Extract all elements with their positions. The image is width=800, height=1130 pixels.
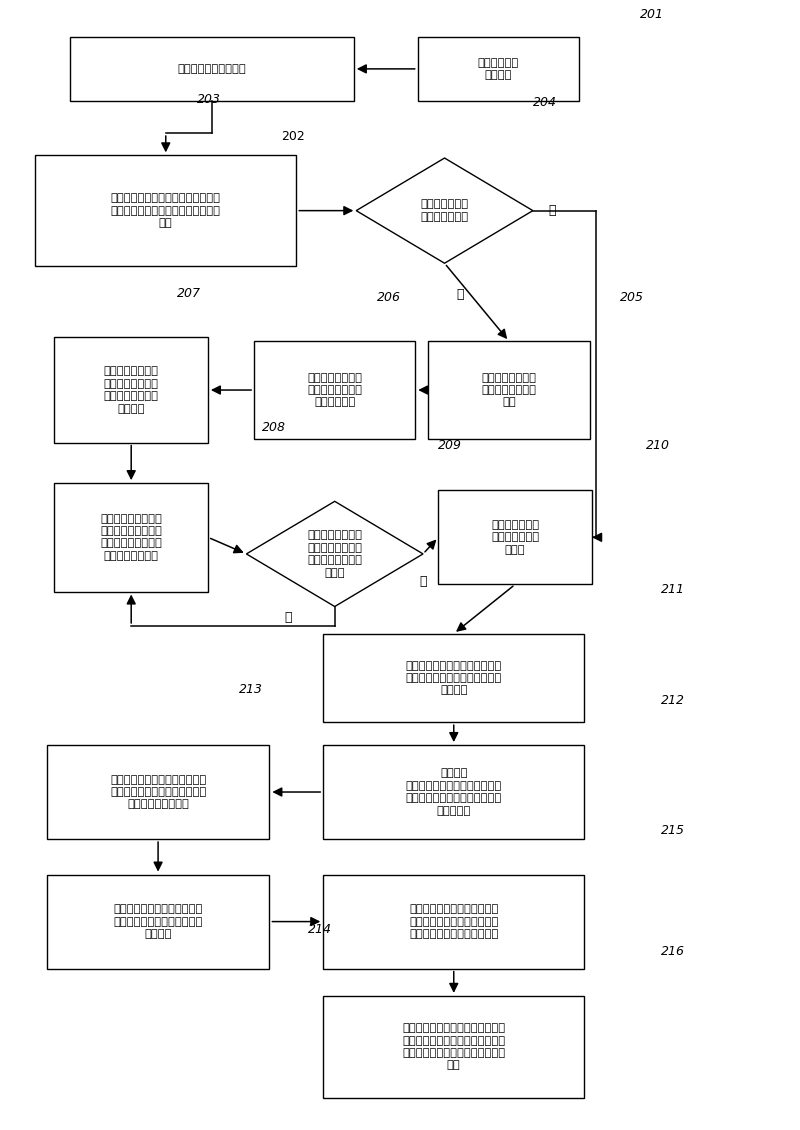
FancyBboxPatch shape bbox=[54, 483, 208, 592]
Text: 根据所述使用率获
取可用处理器核的
数量: 根据所述使用率获 取可用处理器核的 数量 bbox=[482, 373, 537, 408]
FancyBboxPatch shape bbox=[70, 37, 354, 101]
Text: 216: 216 bbox=[661, 945, 685, 958]
Text: 202: 202 bbox=[281, 130, 305, 142]
FancyBboxPatch shape bbox=[54, 338, 208, 443]
Text: 接收待处理的
串行程序: 接收待处理的 串行程序 bbox=[478, 58, 519, 80]
Text: 依次获取串行程序中
的可用循环体，并将
获取到的可用循环体
依次加入推测线程: 依次获取串行程序中 的可用循环体，并将 获取到的可用循环体 依次加入推测线程 bbox=[100, 514, 162, 560]
Polygon shape bbox=[356, 158, 533, 263]
Text: 204: 204 bbox=[533, 96, 557, 110]
Text: 211: 211 bbox=[661, 583, 685, 596]
Text: 205: 205 bbox=[621, 290, 645, 304]
FancyBboxPatch shape bbox=[323, 634, 584, 722]
FancyBboxPatch shape bbox=[418, 37, 579, 101]
Text: 是: 是 bbox=[456, 288, 463, 302]
Text: 207: 207 bbox=[178, 287, 202, 299]
Text: 将有具有数据依赖关系的推测
线程的推测线程分配至位于同
一个处理器模块中的处理器核: 将有具有数据依赖关系的推测 线程的推测线程分配至位于同 一个处理器模块中的处理器… bbox=[409, 904, 498, 939]
Polygon shape bbox=[246, 502, 423, 607]
Text: 根据延时信息将控制线程分配至
可用处理器核中延时时间最小的
处理器核: 根据延时信息将控制线程分配至 可用处理器核中延时时间最小的 处理器核 bbox=[406, 661, 502, 695]
Text: 根据互联
结构信息确定与控制线程所在的
处理器核位于同一个处理器模块
的处理器核: 根据互联 结构信息确定与控制线程所在的 处理器核位于同一个处理器模块 的处理器核 bbox=[406, 768, 502, 816]
Text: 在没有被分配的推测线程中，
获得推测线程相互间的数据依
赖关系．: 在没有被分配的推测线程中， 获得推测线程相互间的数据依 赖关系． bbox=[114, 904, 202, 939]
Text: 否: 否 bbox=[548, 205, 556, 217]
Text: 214: 214 bbox=[308, 923, 332, 937]
FancyBboxPatch shape bbox=[254, 341, 415, 438]
Text: 206: 206 bbox=[377, 290, 401, 304]
Text: 213: 213 bbox=[238, 683, 262, 696]
FancyBboxPatch shape bbox=[438, 490, 592, 584]
Text: 203: 203 bbox=[197, 94, 221, 106]
Text: 210: 210 bbox=[646, 440, 670, 452]
Text: 获取当前推测线程
的执行时间，判断
执行时间是否不小
于阈值: 获取当前推测线程 的执行时间，判断 执行时间是否不小 于阈值 bbox=[307, 530, 362, 577]
Text: 将其余没有被分配的推测线程优先
分配至延时时间与控制线程所在处
理器核的延时时间的差值小的处理
器核: 将其余没有被分配的推测线程优先 分配至延时时间与控制线程所在处 理器核的延时时间… bbox=[402, 1023, 506, 1070]
Text: 是: 是 bbox=[419, 575, 426, 588]
Text: 取可用处理器核的
数量和循环次数的
最小值作为推测线
程的数目: 取可用处理器核的 数量和循环次数的 最小值作为推测线 程的数目 bbox=[104, 366, 158, 414]
FancyBboxPatch shape bbox=[323, 745, 584, 840]
Text: 将推测线程优先分配至与控制线
程所在的处理器核位于同一个处
理器模块的处理器核: 将推测线程优先分配至与控制线 程所在的处理器核位于同一个处 理器模块的处理器核 bbox=[110, 775, 206, 809]
Text: 209: 209 bbox=[438, 440, 462, 452]
FancyBboxPatch shape bbox=[35, 155, 296, 266]
FancyBboxPatch shape bbox=[46, 875, 270, 968]
Text: 208: 208 bbox=[262, 421, 286, 434]
Text: 201: 201 bbox=[640, 8, 664, 21]
Text: 确定循环部分中的循环体，获取每一
个循环体在每两次循环之间的数据传
输量: 确定循环部分中的循环体，获取每一 个循环体在每两次循环之间的数据传 输量 bbox=[110, 193, 221, 228]
Text: 否: 否 bbox=[285, 610, 292, 624]
FancyBboxPatch shape bbox=[323, 996, 584, 1097]
Text: 获取串行程序中所
有可用循环体所包
含的循环次数: 获取串行程序中所 有可用循环体所包 含的循环次数 bbox=[307, 373, 362, 408]
Text: 215: 215 bbox=[661, 824, 685, 836]
Text: 将所有不可用循
环体加入到控制
线程中: 将所有不可用循 环体加入到控制 线程中 bbox=[491, 520, 539, 555]
Text: 获取多核处理器的信息: 获取多核处理器的信息 bbox=[178, 64, 246, 73]
FancyBboxPatch shape bbox=[429, 341, 590, 438]
FancyBboxPatch shape bbox=[323, 875, 584, 968]
Text: 212: 212 bbox=[661, 694, 685, 707]
Text: 判断数据传输量
是否小于预设值: 判断数据传输量 是否小于预设值 bbox=[421, 199, 469, 221]
FancyBboxPatch shape bbox=[46, 745, 270, 840]
